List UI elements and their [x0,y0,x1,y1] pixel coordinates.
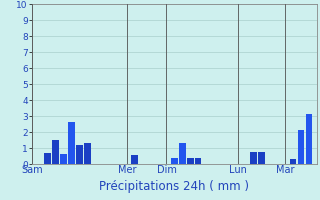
Bar [306,114,312,164]
Bar [195,158,202,164]
Bar [171,158,178,164]
Bar [52,140,59,164]
Bar [250,152,257,164]
Bar [132,155,138,164]
Bar [60,154,67,164]
Bar [298,130,304,164]
Bar [258,152,265,164]
Bar [44,153,51,164]
Bar [76,145,83,164]
Bar [187,158,194,164]
Bar [68,122,75,164]
Bar [290,159,296,164]
X-axis label: Précipitations 24h ( mm ): Précipitations 24h ( mm ) [100,180,249,193]
Bar [84,143,91,164]
Bar [179,143,186,164]
